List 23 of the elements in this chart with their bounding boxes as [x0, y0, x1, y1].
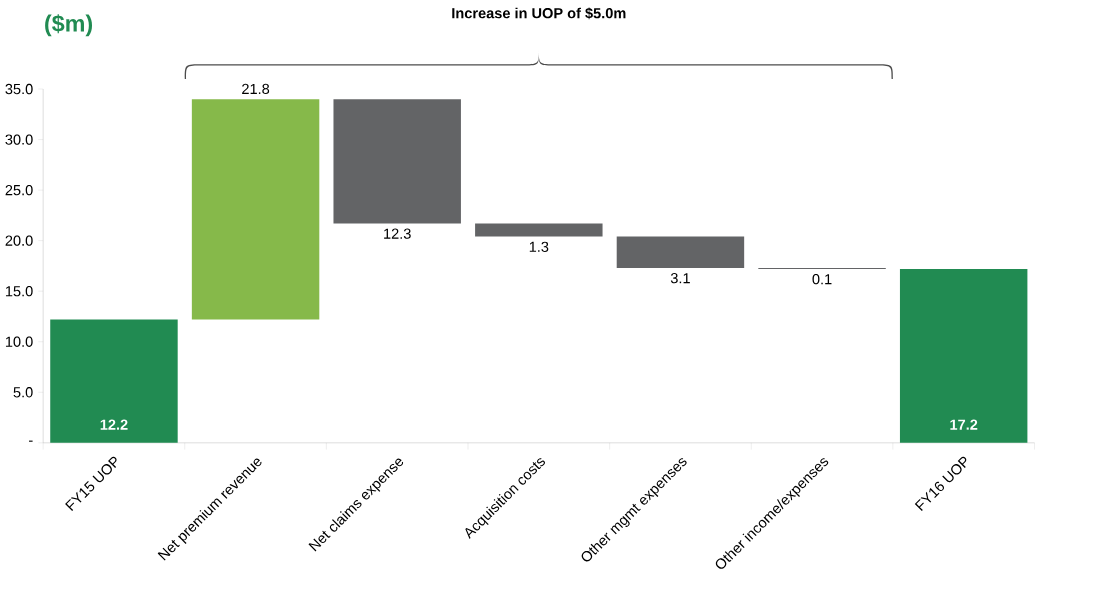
y-tick-label: 20.0 [5, 235, 33, 247]
data-label: 17.2 [950, 419, 978, 430]
data-label: 12.3 [384, 228, 411, 240]
data-label: 1.3 [529, 241, 549, 253]
y-axis-title: ($m) [45, 14, 93, 37]
y-tick-label: 30.0 [5, 134, 33, 145]
y-tick-label: 25.0 [5, 185, 33, 196]
y-tick-label: - [29, 440, 33, 442]
y-tick-label: 10.0 [5, 336, 33, 348]
bar [191, 99, 320, 320]
bar [475, 223, 603, 237]
data-label: 0.1 [812, 274, 832, 285]
data-label: 3.1 [670, 273, 690, 284]
bar [899, 269, 1028, 444]
bar [50, 319, 178, 444]
y-tick-label: 35.0 [5, 84, 33, 95]
y-tick-label: 5.0 [13, 387, 33, 398]
bar [333, 99, 461, 224]
y-tick-label: 15.0 [5, 286, 33, 297]
bar [616, 236, 745, 269]
data-label: 12.2 [100, 419, 128, 430]
text: Increase in UOP of $5.0m [452, 7, 626, 20]
data-label: 21.8 [242, 83, 270, 95]
